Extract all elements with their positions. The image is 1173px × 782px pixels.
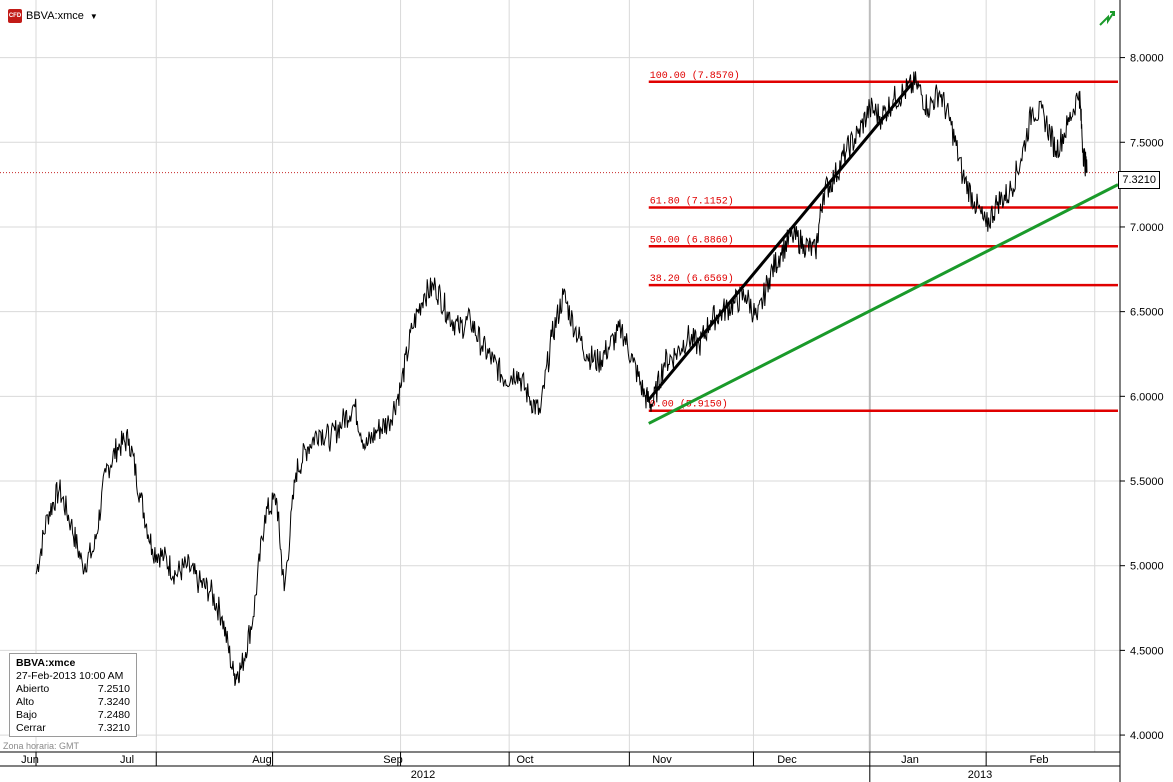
x-month-label: Sep	[383, 754, 403, 766]
chevron-down-icon[interactable]: ▼	[89, 11, 98, 21]
last-price-tag: 7.3210	[1118, 171, 1160, 189]
chart-header[interactable]: CFD BBVA:xmce ▼	[8, 8, 98, 24]
y-tick-label: 4.0000	[1130, 730, 1164, 742]
x-year-label: 2012	[411, 769, 435, 781]
x-month-label: Oct	[516, 754, 533, 766]
y-tick-label: 7.0000	[1130, 222, 1164, 234]
y-tick-label: 7.5000	[1130, 137, 1164, 149]
y-tick-label: 8.0000	[1130, 53, 1164, 65]
y-tick-label: 5.0000	[1130, 561, 1164, 573]
y-tick-label: 5.5000	[1130, 476, 1164, 488]
y-tick-label: 6.5000	[1130, 307, 1164, 319]
trendline-uptrend	[647, 82, 914, 401]
info-value-low: 7.2480	[97, 709, 130, 721]
x-month-label: Jul	[120, 754, 134, 766]
info-label-close: Cerrar	[16, 722, 46, 734]
price-series	[35, 71, 1088, 686]
info-row-low: Bajo 7.2480	[16, 709, 130, 722]
x-year-label: 2013	[968, 769, 992, 781]
fib-level-label: 38.20 (6.6569)	[650, 273, 734, 285]
info-value-open: 7.2510	[97, 683, 130, 695]
x-month-label: Jan	[901, 754, 919, 766]
info-box-title: BBVA:xmce	[16, 657, 76, 669]
trend-arrow-icon[interactable]	[1099, 10, 1115, 26]
grid-lines	[0, 0, 1120, 752]
symbol-label: BBVA:xmce	[26, 10, 84, 22]
info-row-high: Alto 7.3240	[16, 696, 130, 709]
cfd-badge-icon: CFD	[8, 9, 22, 23]
fib-level-label: 100.00 (7.8570)	[650, 70, 740, 82]
y-tick-label: 6.0000	[1130, 391, 1164, 403]
fibonacci-levels: 100.00 (7.8570) 61.80 (7.1152) 50.00 (6.88…	[648, 70, 1118, 412]
x-month-label: Aug	[252, 754, 272, 766]
info-row-close: Cerrar 7.3210	[16, 722, 130, 735]
x-month-label: Dec	[777, 754, 797, 766]
fib-level-label: 50.00 (6.8860)	[650, 234, 734, 246]
info-value-high: 7.3240	[97, 696, 130, 708]
price-line	[35, 71, 1088, 686]
timezone-label: Zona horaria: GMT	[3, 741, 80, 751]
info-label-open: Abierto	[16, 683, 50, 695]
trendlines	[647, 82, 1119, 425]
ohlc-info-box: BBVA:xmce 27-Feb-2013 10:00 AM Abierto 7…	[9, 653, 137, 737]
info-value-close: 7.3210	[97, 722, 130, 734]
x-month-label: Nov	[652, 754, 672, 766]
y-tick-label: 4.5000	[1130, 645, 1164, 657]
info-label-low: Bajo	[16, 709, 38, 721]
info-row-open: Abierto 7.2510	[16, 683, 130, 696]
info-label-high: Alto	[16, 696, 35, 708]
x-month-label: Jun	[21, 754, 39, 766]
trendline-support	[648, 183, 1119, 425]
x-month-label: Feb	[1030, 754, 1049, 766]
info-box-datetime: 27-Feb-2013 10:00 AM	[16, 670, 124, 682]
fib-level-label: 61.80 (7.1152)	[650, 195, 734, 207]
